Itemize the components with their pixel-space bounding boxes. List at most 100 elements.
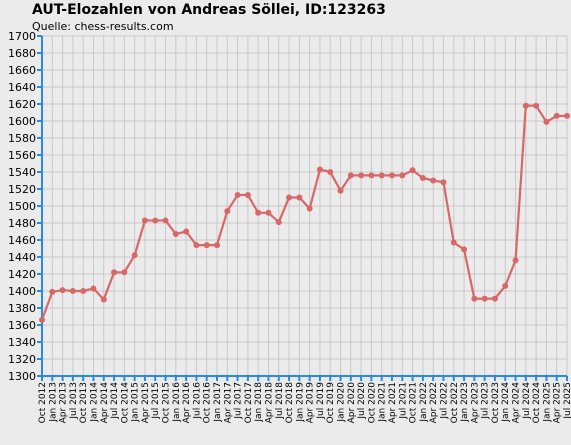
y-tick-label: 1360 [8,319,36,332]
y-axis-ticks: 1300 1320 1340 1360 1380 1400 1420 1440 1460 1480… [8,30,36,383]
y-tick-label: 1320 [8,353,36,366]
x-tick-label: Jan 2016 [172,382,182,423]
data-point [183,228,190,235]
x-tick-label: Jul 2020 [357,382,367,420]
data-point [224,208,231,215]
data-point [450,239,457,246]
x-tick-label: Jan 2014 [89,382,99,423]
data-point [430,177,437,184]
data-point [275,219,282,226]
x-tick-label: Oct 2019 [326,382,336,424]
data-point [131,252,138,259]
x-tick-label: Jul 2018 [275,382,285,420]
x-tick-label: Oct 2022 [450,382,460,423]
x-tick-label: Apr 2014 [100,382,110,424]
axes [37,35,568,381]
x-tick-label: Apr 2015 [141,382,151,423]
x-tick-label: Apr 2024 [512,382,522,424]
data-point [533,102,540,109]
x-tick-label: Apr 2021 [388,382,398,423]
x-tick-label: Jul 2025 [563,382,571,420]
data-point [543,118,550,125]
grid [41,35,568,377]
x-tick-label: Oct 2020 [367,382,377,424]
data-point [121,269,128,276]
y-tick-label: 1660 [8,64,36,77]
series-elo [39,102,570,323]
data-point [368,172,375,179]
x-tick-label: Jan 2025 [542,382,552,423]
data-point [203,242,210,249]
data-point [491,295,498,302]
y-tick-label: 1540 [8,166,36,179]
data-point [337,187,344,194]
x-tick-label: Apr 2018 [264,382,274,424]
x-tick-label: Oct 2014 [120,382,130,424]
x-tick-label: Oct 2021 [409,382,419,423]
x-tick-label: Oct 2012 [38,382,48,423]
data-point [522,102,529,109]
x-tick-label: Apr 2020 [347,382,357,424]
data-point [162,217,169,224]
x-tick-label: Jan 2017 [213,382,223,423]
data-point [172,231,179,238]
y-tick-label: 1520 [8,183,36,196]
y-tick-label: 1580 [8,132,36,145]
x-tick-label: Apr 2016 [182,382,192,424]
data-point [358,172,365,179]
data-point [553,112,560,119]
x-tick-label: Jan 2018 [254,382,264,423]
x-tick-label: Jan 2013 [48,382,58,423]
data-point [399,172,406,179]
data-point [461,246,468,253]
data-point [141,217,148,224]
data-point [49,288,56,295]
x-tick-label: Jul 2023 [481,382,491,420]
data-point [69,288,76,294]
x-tick-label: Oct 2016 [203,382,213,424]
data-point [296,194,303,201]
chart-title: AUT-Elozahlen von Andreas Söllei, ID:123… [32,2,386,18]
x-tick-label: Jul 2015 [151,382,161,420]
x-tick-label: Jan 2019 [295,382,305,423]
data-point [378,172,385,179]
data-point [389,172,395,179]
data-point [502,282,509,289]
y-tick-label: 1380 [8,302,36,315]
x-tick-label: Apr 2019 [306,382,316,424]
y-tick-label: 1300 [8,370,36,383]
x-tick-label: Oct 2018 [285,382,295,424]
x-tick-label: Apr 2025 [553,382,563,423]
x-tick-label: Jul 2016 [192,382,202,420]
data-point [152,217,159,224]
x-tick-label: Jan 2024 [501,382,511,423]
data-point [564,112,570,119]
data-point [193,242,200,249]
x-tick-label: Jan 2020 [337,382,347,423]
data-point [409,167,416,174]
data-point [80,288,87,294]
y-tick-label: 1620 [8,98,36,111]
x-tick-label: Jul 2014 [110,382,120,420]
x-axis-ticks: Oct 2012 Jan 2013 Apr 2013 Jul 2013 Oct 2013… [38,382,571,424]
x-tick-label: Apr 2013 [59,382,69,423]
x-tick-label: Jan 2015 [131,382,141,423]
data-point [255,209,262,216]
y-tick-label: 1420 [8,268,36,281]
series-line [40,104,567,321]
x-tick-label: Apr 2022 [429,382,439,423]
y-tick-label: 1400 [8,285,36,298]
x-tick-label: Apr 2017 [223,382,233,423]
x-tick-label: Jan 2021 [378,382,388,423]
x-tick-label: Jul 2024 [522,382,532,420]
data-point [440,179,447,186]
x-tick-label: Jan 2023 [460,382,470,423]
data-point [306,205,313,212]
data-point [214,242,220,249]
data-point [347,172,354,179]
y-tick-label: 1560 [8,149,36,162]
x-tick-label: Jul 2021 [398,382,408,420]
data-point [286,194,293,201]
data-point [100,296,107,303]
